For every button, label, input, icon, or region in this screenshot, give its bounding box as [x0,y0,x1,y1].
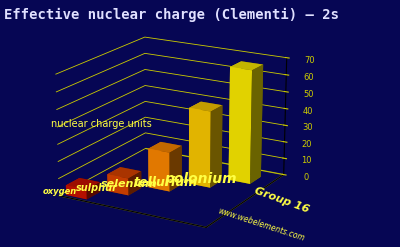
Text: www.webelements.com: www.webelements.com [217,206,306,243]
Text: Effective nuclear charge (Clementi) – 2s: Effective nuclear charge (Clementi) – 2s [4,7,339,21]
Text: Group 16: Group 16 [253,185,310,215]
Text: nuclear charge units: nuclear charge units [51,120,152,129]
